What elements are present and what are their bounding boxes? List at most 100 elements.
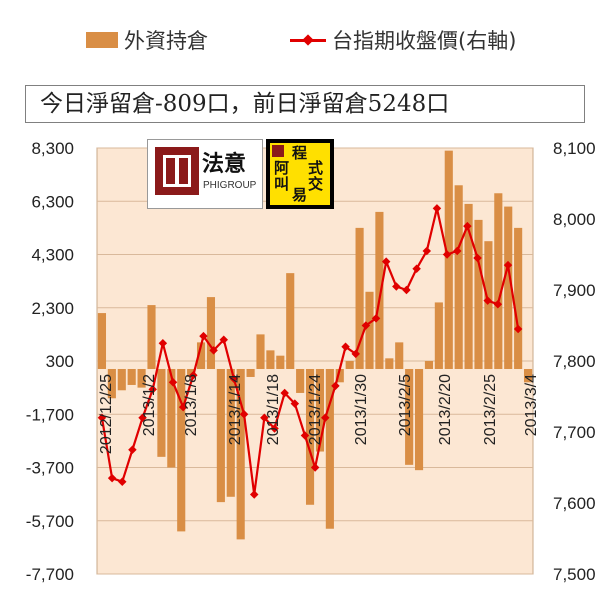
price-point [351, 349, 360, 359]
bar [117, 368, 126, 391]
logo-char: 叫 [274, 175, 290, 193]
price-point [199, 331, 208, 341]
bar [414, 368, 424, 471]
logo-char: 阿 [274, 159, 290, 177]
x-tick-label: 2012/12/25 [98, 374, 115, 454]
left-axis: 8,300 6,300 4,300 2,300 300 -1,700 -3,700 -5,70… [26, 139, 74, 584]
x-tick-label: 2013/1/2 [141, 374, 158, 436]
logo-yellow-panel: 程 式 交 易 阿 叫 [270, 143, 330, 205]
y-right-tick-label: 7,600 [553, 494, 596, 513]
y-left-tick-label: 300 [46, 352, 74, 371]
logo-name: 法意 [202, 152, 247, 177]
y-left-tick-label: -5,700 [26, 512, 74, 531]
bar [335, 368, 344, 383]
bar [385, 358, 394, 369]
price-point [422, 246, 432, 256]
bar [206, 297, 216, 369]
legend-line-swatch [290, 32, 326, 48]
price-point [483, 296, 492, 305]
bar [236, 368, 245, 540]
price-point [463, 221, 472, 231]
price-point [229, 374, 239, 383]
right-axis: 8,100 8,000 7,900 7,800 7,700 7,600 7,500 [553, 139, 596, 584]
price-point [381, 257, 391, 266]
price-point [493, 299, 503, 309]
y-right-tick-label: 8,000 [553, 210, 596, 229]
bar [434, 302, 443, 369]
x-axis: 2012/12/25 2013/1/2 2013/1/8 2013/1/14 2013/… [98, 374, 540, 454]
y-left-tick-label: -1,700 [26, 405, 74, 424]
y-right-tick-label: 7,500 [553, 565, 596, 584]
price-point [513, 324, 523, 334]
bar [523, 368, 533, 383]
bar [167, 368, 176, 468]
logo-char: 式 [308, 159, 324, 177]
price-point [97, 413, 107, 423]
bar [147, 305, 156, 369]
price-point [310, 463, 320, 472]
x-tick-label: 2013/1/30 [353, 374, 370, 445]
bar [395, 342, 404, 369]
bar [504, 206, 513, 369]
price-point [148, 385, 157, 394]
price-point [361, 321, 371, 330]
bar [484, 241, 493, 369]
phigroup-logo: 法意 PHIGROUP [147, 139, 263, 209]
bar [355, 227, 364, 369]
bar [315, 368, 325, 452]
price-point [331, 381, 340, 391]
x-tick-label: 2013/2/20 [437, 374, 454, 445]
y-left-tick-label: -7,700 [26, 565, 74, 584]
bar [494, 193, 503, 369]
bar [137, 368, 146, 388]
legend-line-label: 台指期收盤價(右軸) [332, 29, 517, 53]
x-tick-label: 2013/1/8 [183, 374, 200, 436]
price-point [442, 250, 452, 259]
bar [226, 368, 235, 497]
legend: 外資持倉 台指期收盤價(右軸) [0, 22, 610, 58]
price-point [452, 246, 462, 256]
logo-subname: PHIGROUP [203, 180, 257, 191]
y-left-tick-label: 8,300 [31, 139, 74, 158]
x-tick-label: 2013/1/14 [227, 374, 244, 445]
price-point [249, 490, 259, 499]
price-point [219, 335, 229, 344]
logo-char: 程 [292, 144, 308, 162]
price-point [321, 413, 330, 423]
price-point [392, 282, 401, 291]
bar [127, 368, 136, 385]
phigroup-mark-icon [155, 147, 199, 195]
bar [514, 227, 523, 369]
price-point [158, 339, 168, 348]
y-right-tick-label: 8,100 [553, 139, 596, 158]
price-point [280, 388, 289, 398]
price-point [138, 413, 147, 423]
y-left-tick-label: 6,300 [31, 192, 74, 211]
logo-char: 易 [292, 186, 308, 204]
price-point [209, 346, 218, 355]
logo-char: 交 [308, 175, 324, 193]
price-point [371, 314, 381, 323]
price-point [239, 410, 249, 419]
legend-item-line: 台指期收盤價(右軸) [290, 22, 516, 58]
bar [296, 368, 305, 393]
x-tick-label: 2013/1/24 [307, 374, 324, 445]
y-left-tick-label: -3,700 [26, 459, 74, 478]
legend-item-bars: 外資持倉 [86, 22, 208, 58]
bar [454, 185, 463, 369]
price-point [402, 285, 411, 295]
bar [107, 368, 116, 399]
legend-bar-swatch [86, 32, 118, 48]
price-point [270, 424, 279, 433]
price-point [260, 413, 269, 423]
bar [474, 219, 483, 369]
line-series [97, 204, 523, 499]
y-right-tick-label: 7,900 [553, 281, 596, 300]
price-point [412, 264, 421, 273]
bar [187, 368, 196, 377]
bar [325, 368, 334, 529]
price-point [178, 402, 188, 412]
bar [246, 368, 255, 377]
bar [157, 368, 166, 457]
